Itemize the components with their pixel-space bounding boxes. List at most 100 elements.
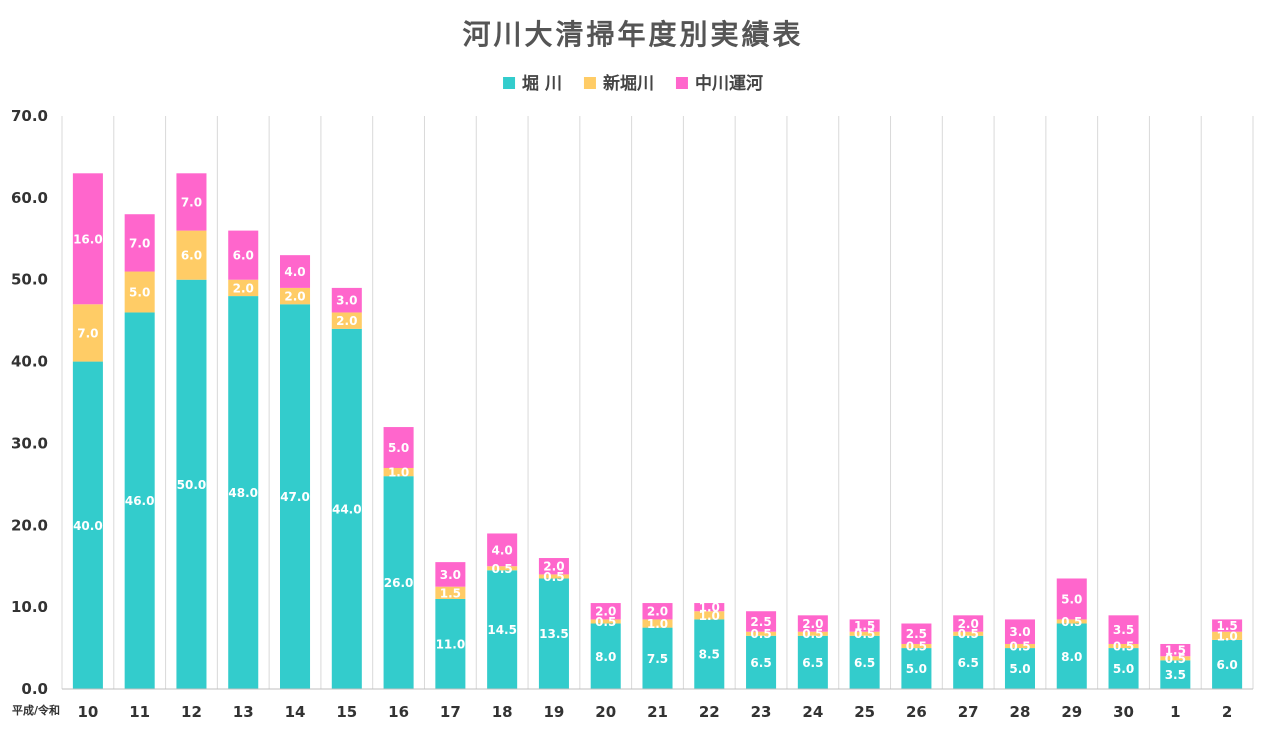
data-label: 7.0 <box>77 326 98 340</box>
y-tick-label: 50.0 <box>11 271 48 289</box>
axes: 0.010.020.030.040.050.060.070.010 11 12 13 1… <box>11 107 1253 721</box>
data-label: 44.0 <box>332 502 362 516</box>
bar-segment <box>538 574 569 579</box>
bar-segment <box>383 476 414 689</box>
data-label: 7.0 <box>181 195 202 209</box>
data-label: 16.0 <box>73 232 103 246</box>
data-label: 5.0 <box>1009 662 1030 676</box>
bar-segment <box>228 230 259 280</box>
data-label: 0.5 <box>1113 640 1134 654</box>
data-label: 0.5 <box>958 627 979 641</box>
data-label: 8.0 <box>595 650 616 664</box>
x-tick-label: 18 <box>492 703 513 721</box>
x-tick-label: 24 <box>802 703 823 721</box>
bar-segment <box>1004 648 1035 689</box>
data-label: 5.0 <box>1061 592 1082 606</box>
data-label: 1.5 <box>1165 644 1186 658</box>
data-label: 7.0 <box>129 236 150 250</box>
bar-segment <box>228 296 259 689</box>
data-label: 0.5 <box>750 627 771 641</box>
y-tick-label: 70.0 <box>11 107 48 125</box>
data-label: 5.0 <box>129 285 150 299</box>
data-label: 2.0 <box>543 560 564 574</box>
x-tick-label: 19 <box>543 703 564 721</box>
data-label: 5.0 <box>388 441 409 455</box>
x-tick-label: 14 <box>285 703 306 721</box>
bar-segment <box>694 603 725 612</box>
data-label: 1.0 <box>647 617 668 631</box>
x-tick-label: 12 <box>181 703 202 721</box>
bar-segment <box>590 623 621 689</box>
x-tick-label: 23 <box>751 703 772 721</box>
data-label: 14.5 <box>487 623 517 637</box>
data-label: 2.5 <box>906 627 927 641</box>
data-label: 2.5 <box>750 615 771 629</box>
bar-segment <box>642 627 673 689</box>
bar-segment <box>435 562 466 587</box>
data-label: 2.0 <box>336 314 357 328</box>
bar-segment <box>797 635 828 689</box>
data-label: 2.0 <box>284 290 305 304</box>
x-tick-label: 2 <box>1222 703 1232 721</box>
data-label: 0.5 <box>802 627 823 641</box>
bars <box>72 173 1243 689</box>
data-labels: 40.0 7.0 16.0 46.0 5.0 7.0 50.0 6.0 7.0 48.0 2.0 6.… <box>73 195 1238 682</box>
bar-segment <box>953 615 984 632</box>
bar-segment <box>383 467 414 477</box>
y-tick-label: 60.0 <box>11 189 48 207</box>
bar-segment <box>694 619 725 689</box>
x-tick-label: 29 <box>1061 703 1082 721</box>
bar-segment <box>901 623 932 644</box>
bar-segment <box>953 631 984 636</box>
legend-swatch <box>583 77 596 89</box>
data-label: 6.0 <box>1216 658 1237 672</box>
data-label: 0.5 <box>1009 640 1030 654</box>
x-tick-label: 17 <box>440 703 461 721</box>
x-tick-label: 13 <box>233 703 254 721</box>
bar-segment <box>331 287 362 313</box>
legend-label: 中川運河 <box>695 73 763 94</box>
bar-segment <box>538 558 569 575</box>
bar-segment <box>642 619 673 628</box>
bar-segment <box>487 533 518 567</box>
bar-segment <box>1160 656 1191 661</box>
data-label: 2.0 <box>802 617 823 631</box>
x-tick-label: 11 <box>129 703 150 721</box>
data-label: 6.0 <box>233 249 254 263</box>
x-tick-label: 16 <box>388 703 409 721</box>
bar-segment <box>487 570 518 689</box>
bar-segment <box>538 578 569 689</box>
bar-segment <box>797 631 828 636</box>
y-tick-label: 30.0 <box>11 434 48 452</box>
data-label: 3.0 <box>336 294 357 308</box>
bar-segment <box>746 611 777 632</box>
bar-segment <box>901 648 932 689</box>
bar-segment <box>1108 648 1139 689</box>
gridlines <box>61 116 1254 689</box>
data-label: 48.0 <box>228 486 258 500</box>
x-tick-label: 25 <box>854 703 875 721</box>
y-tick-label: 40.0 <box>11 353 48 371</box>
data-label: 2.0 <box>958 617 979 631</box>
bar-segment <box>1056 623 1087 689</box>
bar-segment <box>1212 639 1243 689</box>
bar-segment <box>1160 660 1191 689</box>
data-label: 8.5 <box>699 648 720 662</box>
y-tick-label: 20.0 <box>11 516 48 534</box>
bar-segment <box>797 615 828 632</box>
bar-segment <box>124 312 155 689</box>
bar-segment <box>280 255 311 288</box>
x-tick-label: 30 <box>1113 703 1134 721</box>
bar-segment <box>228 279 259 297</box>
x-tick-label: 22 <box>699 703 720 721</box>
data-label: 11.0 <box>436 637 466 651</box>
data-label: 26.0 <box>384 576 414 590</box>
legend-label: 堀 川 <box>522 74 562 94</box>
bar-segment <box>746 635 777 689</box>
bar-segment <box>72 361 103 689</box>
data-label: 1.0 <box>388 466 409 480</box>
bar-segment <box>1056 619 1087 624</box>
bar-segment <box>1212 619 1243 632</box>
bar-segment <box>124 271 155 313</box>
